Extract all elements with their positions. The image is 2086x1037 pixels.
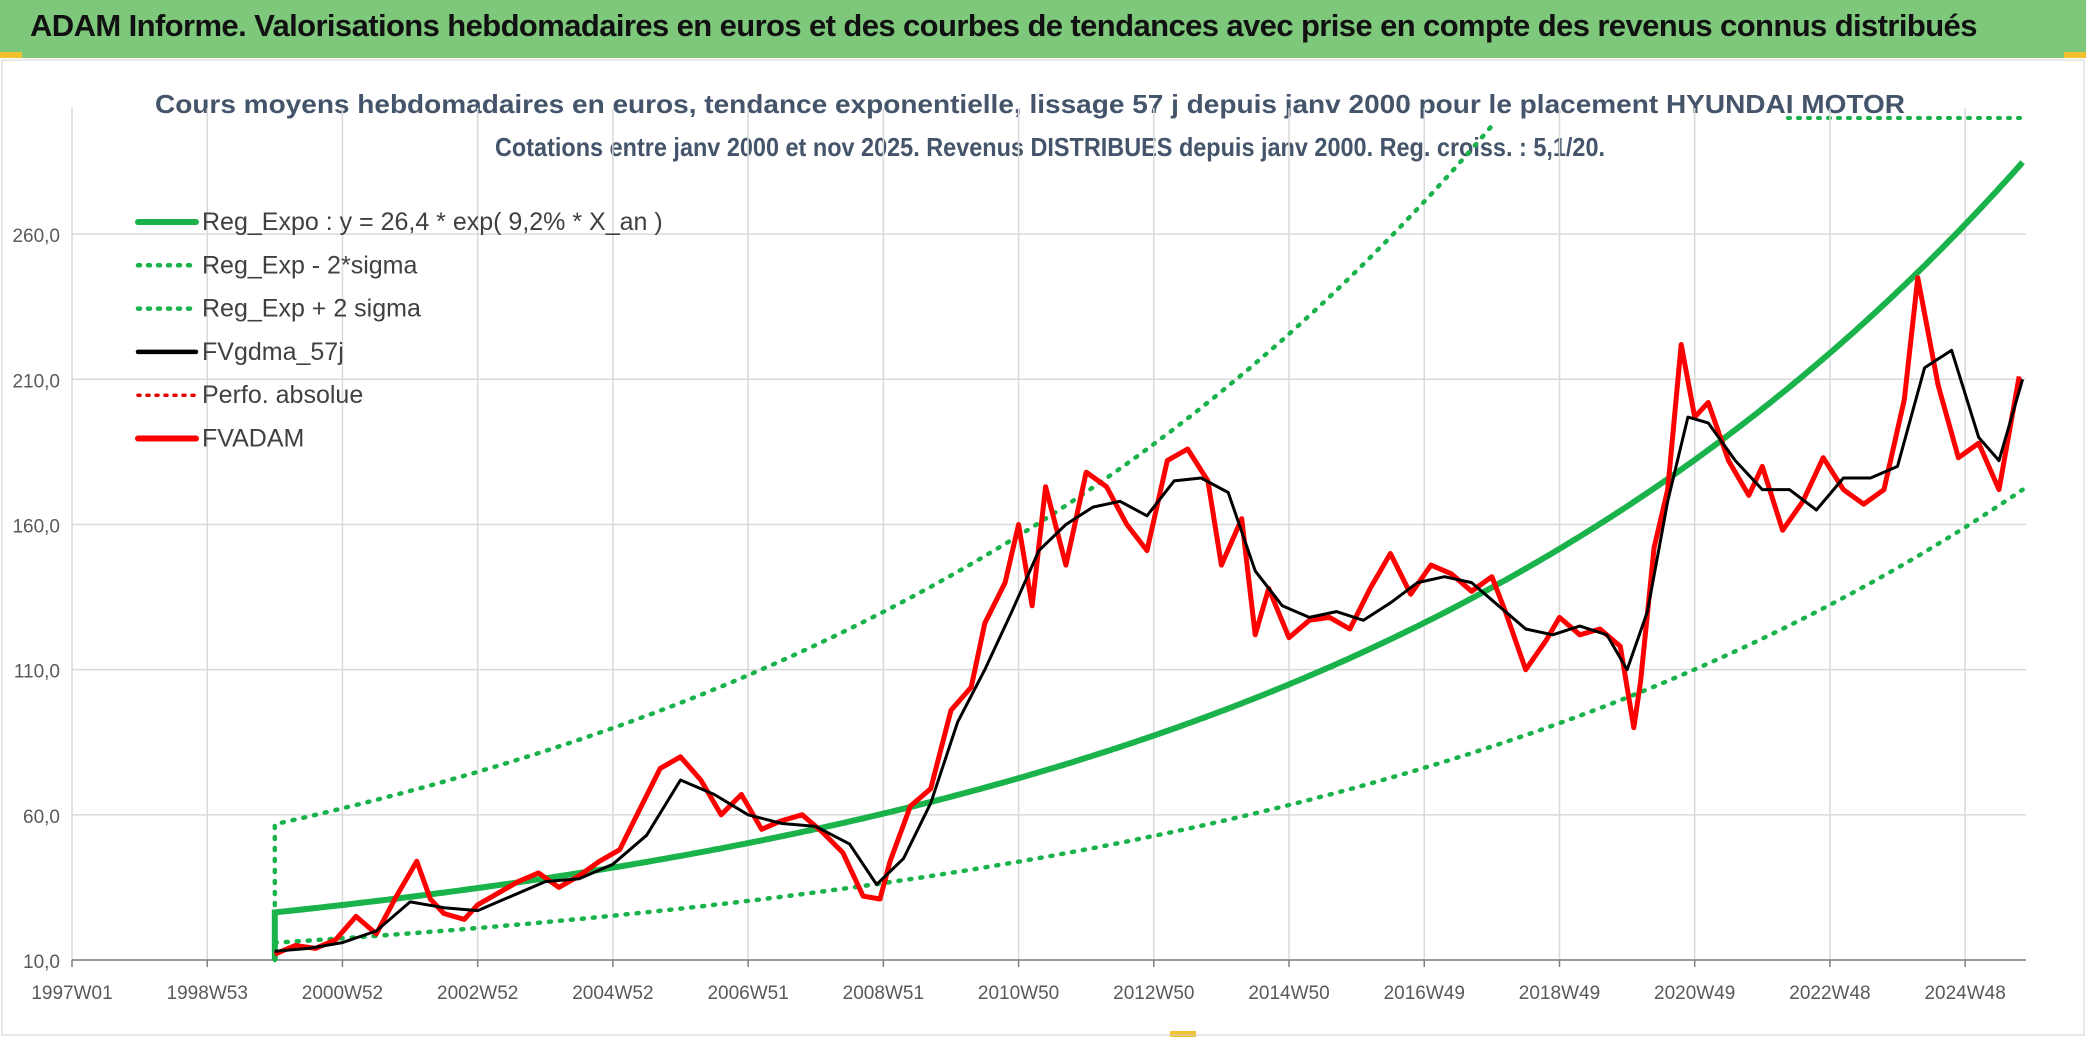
x-tick-label: 2018W49	[1519, 983, 1600, 1004]
reg-plus-2sigma-line	[272, 119, 1498, 963]
legend-label: Reg_Expo : y = 26,4 * exp( 9,2% * X_an )	[202, 208, 663, 236]
corner-marker-top-left	[0, 52, 22, 58]
y-tick-label: 110,0	[14, 662, 60, 683]
y-tick-label: 60,0	[23, 807, 60, 828]
corner-marker-bottom-center	[1170, 1031, 1196, 1037]
legend-label: FVADAM	[202, 425, 304, 453]
x-tick-label: 2000W52	[302, 983, 383, 1004]
corner-marker-top-right	[2064, 52, 2086, 58]
chart-title-line1: Cours moyens hebdomadaires en euros, ten…	[155, 89, 1905, 119]
y-tick-label: 210,0	[12, 371, 60, 392]
plot-frame	[1, 59, 2085, 1036]
chart-title-line2: Cotations entre janv 2000 et nov 2025. R…	[495, 132, 1605, 162]
legend-label: Reg_Exp - 2*sigma	[202, 251, 417, 279]
x-tick-label: 2012W50	[1113, 983, 1194, 1004]
header-bar: ADAM Informe. Valorisations hebdomadaire…	[0, 0, 2086, 58]
x-tick-label: 2022W48	[1789, 983, 1870, 1004]
x-tick-label: 2014W50	[1248, 983, 1329, 1004]
page-title: ADAM Informe. Valorisations hebdomadaire…	[30, 8, 1977, 43]
y-tick-label: 160,0	[12, 516, 60, 537]
legend-label: Perfo. absolue	[202, 381, 363, 409]
reg-minus-2sigma-line	[272, 487, 2025, 945]
y-tick-label: 260,0	[12, 226, 60, 247]
x-tick-label: 2020W49	[1654, 983, 1735, 1004]
x-tick-label: 1997W01	[31, 983, 112, 1004]
y-tick-label: 10,0	[23, 952, 60, 973]
legend-label: FVgdma_57j	[202, 338, 344, 366]
x-tick-label: 2004W52	[572, 983, 653, 1004]
x-tick-label: 2006W51	[707, 983, 788, 1004]
fvgdma-line	[274, 348, 2025, 953]
x-tick-label: 2024W48	[1924, 983, 2005, 1004]
x-tick-label: 1998W53	[167, 983, 248, 1004]
reg-expo-line	[271, 160, 2025, 961]
x-tick-label: 2016W49	[1384, 983, 1465, 1004]
legend-label: Reg_Exp + 2 sigma	[202, 295, 421, 323]
x-tick-label: 2010W50	[978, 983, 1059, 1004]
x-tick-label: 2008W51	[843, 983, 924, 1004]
x-tick-label: 2002W52	[437, 983, 518, 1004]
